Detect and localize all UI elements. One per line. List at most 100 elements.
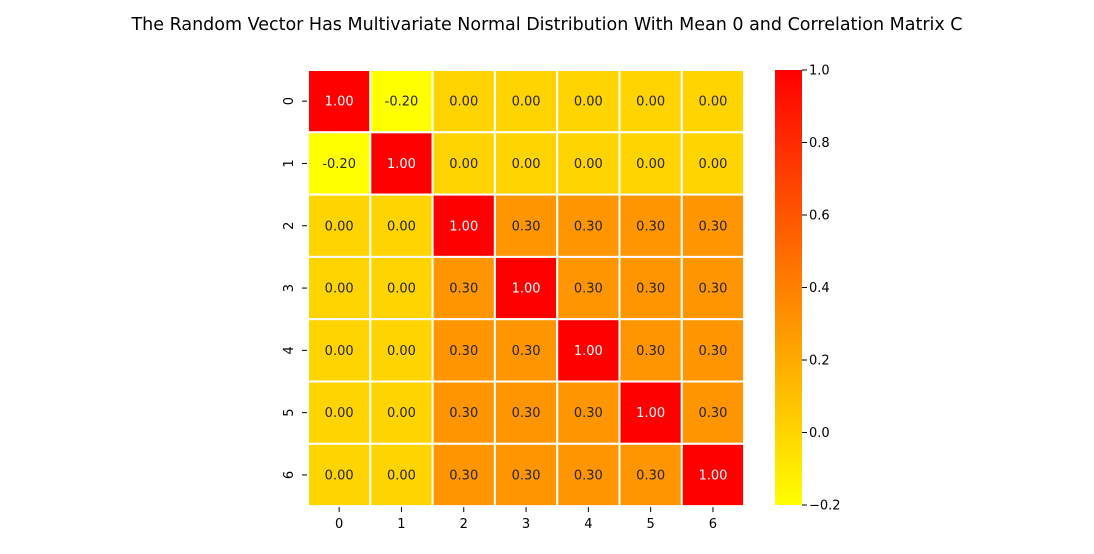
heatmap-cell-r5-c6 xyxy=(680,380,746,445)
cell-label-r4-c6: 0.30 xyxy=(698,344,727,359)
cell-label-r3-c5: 0.30 xyxy=(636,282,665,297)
cell-label-r5-c6: 0.30 xyxy=(698,406,727,421)
heatmap-cell-r1-c4 xyxy=(556,131,621,196)
colorbar-tick-label-2: 0.2 xyxy=(809,354,830,369)
cell-annotations: 1.00 -0.20 0.00 0.00 0.00 0.00 0.00 -0.20 1.00 0.… xyxy=(322,95,727,484)
cell-label-r5-c2: 0.30 xyxy=(449,406,478,421)
y-tick-label-0: 0 xyxy=(282,97,297,105)
cell-label-r1-c2: 0.00 xyxy=(449,157,478,172)
cell-label-r3-c2: 0.30 xyxy=(449,282,478,297)
heatmap-cell-r2-c1 xyxy=(369,193,434,258)
heatmap-cell-r6-c4 xyxy=(556,442,621,508)
y-tick-label-6: 6 xyxy=(282,471,297,479)
cell-label-r3-c0: 0.00 xyxy=(325,282,354,297)
cell-label-r6-c5: 0.30 xyxy=(636,468,665,483)
x-tick-label-6: 6 xyxy=(709,517,717,532)
y-tick-label-3: 3 xyxy=(282,284,297,292)
y-tick-label-5: 5 xyxy=(282,409,297,417)
heatmap-cell-r2-c5 xyxy=(618,193,683,258)
cell-label-r3-c1: 0.00 xyxy=(387,282,416,297)
cell-label-r3-c3: 1.00 xyxy=(512,282,541,297)
cell-label-r6-c0: 0.00 xyxy=(325,468,354,483)
cell-label-r1-c4: 0.00 xyxy=(574,157,603,172)
cell-label-r4-c0: 0.00 xyxy=(325,344,354,359)
heatmap-cell-r1-c0 xyxy=(307,131,372,196)
cell-label-r0-c5: 0.00 xyxy=(636,95,665,110)
colorbar: −0.2 0.0 0.2 0.4 0.6 0.8 1.0 xyxy=(775,64,841,514)
cell-label-r3-c6: 0.30 xyxy=(698,282,727,297)
colorbar-tick-label-5: 0.8 xyxy=(809,136,830,151)
heatmap-cell-r4-c2 xyxy=(431,318,496,383)
cell-label-r6-c4: 0.30 xyxy=(574,468,603,483)
cell-label-r4-c2: 0.30 xyxy=(449,344,478,359)
cell-label-r2-c5: 0.30 xyxy=(636,219,665,234)
cell-label-r1-c1: 1.00 xyxy=(387,157,416,172)
cell-label-r2-c2: 1.00 xyxy=(449,219,478,234)
y-axis: 0 1 2 3 4 5 6 xyxy=(282,97,307,479)
cell-label-r5-c3: 0.30 xyxy=(512,406,541,421)
heatmap-cell-r6-c5 xyxy=(618,442,683,508)
heatmap-cell-r4-c0 xyxy=(307,318,372,383)
cell-label-r4-c5: 0.30 xyxy=(636,344,665,359)
y-tick-label-1: 1 xyxy=(282,159,297,167)
heatmap-cell-r1-c2 xyxy=(431,131,496,196)
colorbar-tick-label-3: 0.4 xyxy=(809,281,830,296)
cell-label-r0-c1: -0.20 xyxy=(385,95,419,110)
x-tick-label-3: 3 xyxy=(522,517,530,532)
heatmap-cell-r3-c0 xyxy=(307,255,372,321)
colorbar-tick-label-0: −0.2 xyxy=(809,499,841,514)
x-tick-label-4: 4 xyxy=(584,517,592,532)
cell-label-r6-c2: 0.30 xyxy=(449,468,478,483)
cell-label-r0-c4: 0.00 xyxy=(574,95,603,110)
x-tick-label-0: 0 xyxy=(335,517,343,532)
x-tick-label-2: 2 xyxy=(460,517,468,532)
heatmap-cell-r6-c6 xyxy=(680,442,746,508)
colorbar-tick-label-6: 1.0 xyxy=(809,64,830,79)
cell-label-r4-c4: 1.00 xyxy=(574,344,603,359)
x-tick-label-1: 1 xyxy=(397,517,405,532)
heatmap-cell-r0-c5 xyxy=(618,69,683,134)
heatmap-cell-r5-c0 xyxy=(307,380,372,445)
cell-label-r2-c6: 0.30 xyxy=(698,219,727,234)
colorbar-tick-label-1: 0.0 xyxy=(809,426,830,441)
cell-label-r0-c2: 0.00 xyxy=(449,95,478,110)
heatmap-cell-r5-c1 xyxy=(369,380,434,445)
cell-label-r0-c3: 0.00 xyxy=(512,95,541,110)
cell-label-r6-c1: 0.00 xyxy=(387,468,416,483)
colorbar-gradient-bar xyxy=(775,70,802,505)
heatmap-cell-r1-c6 xyxy=(680,131,746,196)
heatmap-cell-r0-c1 xyxy=(369,69,434,134)
heatmap-cell-r6-c2 xyxy=(431,442,496,508)
heatmap-cell-r2-c6 xyxy=(680,193,746,258)
cell-label-r5-c5: 1.00 xyxy=(636,406,665,421)
cell-label-r5-c0: 0.00 xyxy=(325,406,354,421)
heatmap-cell-r3-c1 xyxy=(369,255,434,321)
cell-label-r2-c4: 0.30 xyxy=(574,219,603,234)
cell-label-r1-c5: 0.00 xyxy=(636,157,665,172)
cell-label-r3-c4: 0.30 xyxy=(574,282,603,297)
cell-label-r1-c0: -0.20 xyxy=(322,157,356,172)
y-tick-label-4: 4 xyxy=(282,346,297,354)
y-tick-label-2: 2 xyxy=(282,222,297,230)
cell-label-r5-c4: 0.30 xyxy=(574,406,603,421)
heatmap-cell-r2-c2 xyxy=(431,193,496,258)
cell-label-r2-c0: 0.00 xyxy=(325,219,354,234)
heatmap-cell-r2-c4 xyxy=(556,193,621,258)
cell-label-r4-c3: 0.30 xyxy=(512,344,541,359)
x-axis: 0 1 2 3 4 5 6 xyxy=(335,507,717,532)
cell-label-r1-c6: 0.00 xyxy=(698,157,727,172)
heatmap-cell-r3-c5 xyxy=(618,255,683,321)
cell-label-r6-c6: 1.00 xyxy=(698,468,727,483)
cell-label-r2-c3: 0.30 xyxy=(512,219,541,234)
cell-label-r5-c1: 0.00 xyxy=(387,406,416,421)
heatmap-cells xyxy=(307,69,746,508)
cell-label-r6-c3: 0.30 xyxy=(512,468,541,483)
heatmap-cell-r6-c3 xyxy=(493,442,559,508)
cell-label-r0-c0: 1.00 xyxy=(325,95,354,110)
cell-label-r4-c1: 0.00 xyxy=(387,344,416,359)
cell-label-r2-c1: 0.00 xyxy=(387,219,416,234)
x-tick-label-5: 5 xyxy=(647,517,655,532)
heatmap-cell-r0-c0 xyxy=(307,69,372,134)
